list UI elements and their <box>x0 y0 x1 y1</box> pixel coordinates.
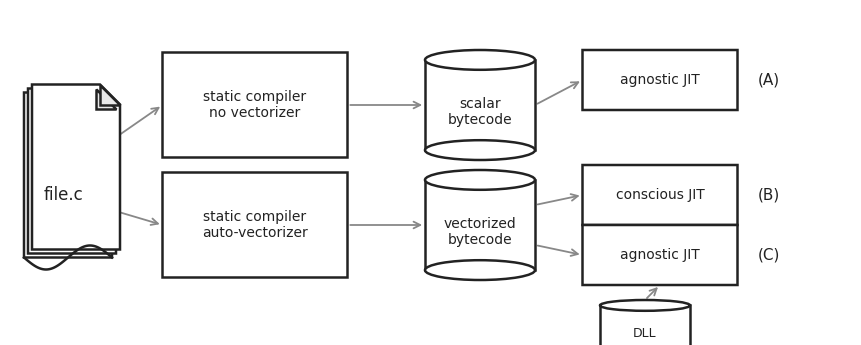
Polygon shape <box>92 92 112 112</box>
Text: vectorized
bytecode: vectorized bytecode <box>443 217 516 247</box>
Polygon shape <box>100 85 120 105</box>
Text: file.c: file.c <box>44 186 84 204</box>
Text: agnostic JIT: agnostic JIT <box>619 73 699 87</box>
Text: (A): (A) <box>757 72 779 88</box>
Text: (C): (C) <box>757 247 779 263</box>
FancyBboxPatch shape <box>582 165 737 225</box>
Polygon shape <box>28 89 116 254</box>
Polygon shape <box>32 85 120 249</box>
Bar <box>424 60 535 150</box>
Ellipse shape <box>599 300 689 311</box>
Text: conscious JIT: conscious JIT <box>615 188 703 202</box>
Text: static compiler
no vectorizer: static compiler no vectorizer <box>203 90 307 120</box>
Ellipse shape <box>424 170 535 190</box>
Text: static compiler
auto-vectorizer: static compiler auto-vectorizer <box>201 210 307 240</box>
Text: scalar
bytecode: scalar bytecode <box>447 97 511 127</box>
FancyBboxPatch shape <box>163 172 347 277</box>
Text: agnostic JIT: agnostic JIT <box>619 248 699 262</box>
Bar <box>599 305 689 345</box>
Ellipse shape <box>424 140 535 160</box>
Polygon shape <box>96 89 116 108</box>
FancyBboxPatch shape <box>582 50 737 110</box>
Ellipse shape <box>424 260 535 280</box>
Text: DLL: DLL <box>633 327 656 340</box>
Text: (B): (B) <box>757 187 779 203</box>
Ellipse shape <box>424 50 535 70</box>
Bar <box>424 180 535 270</box>
FancyBboxPatch shape <box>163 52 347 158</box>
Polygon shape <box>24 92 112 257</box>
FancyBboxPatch shape <box>582 225 737 285</box>
